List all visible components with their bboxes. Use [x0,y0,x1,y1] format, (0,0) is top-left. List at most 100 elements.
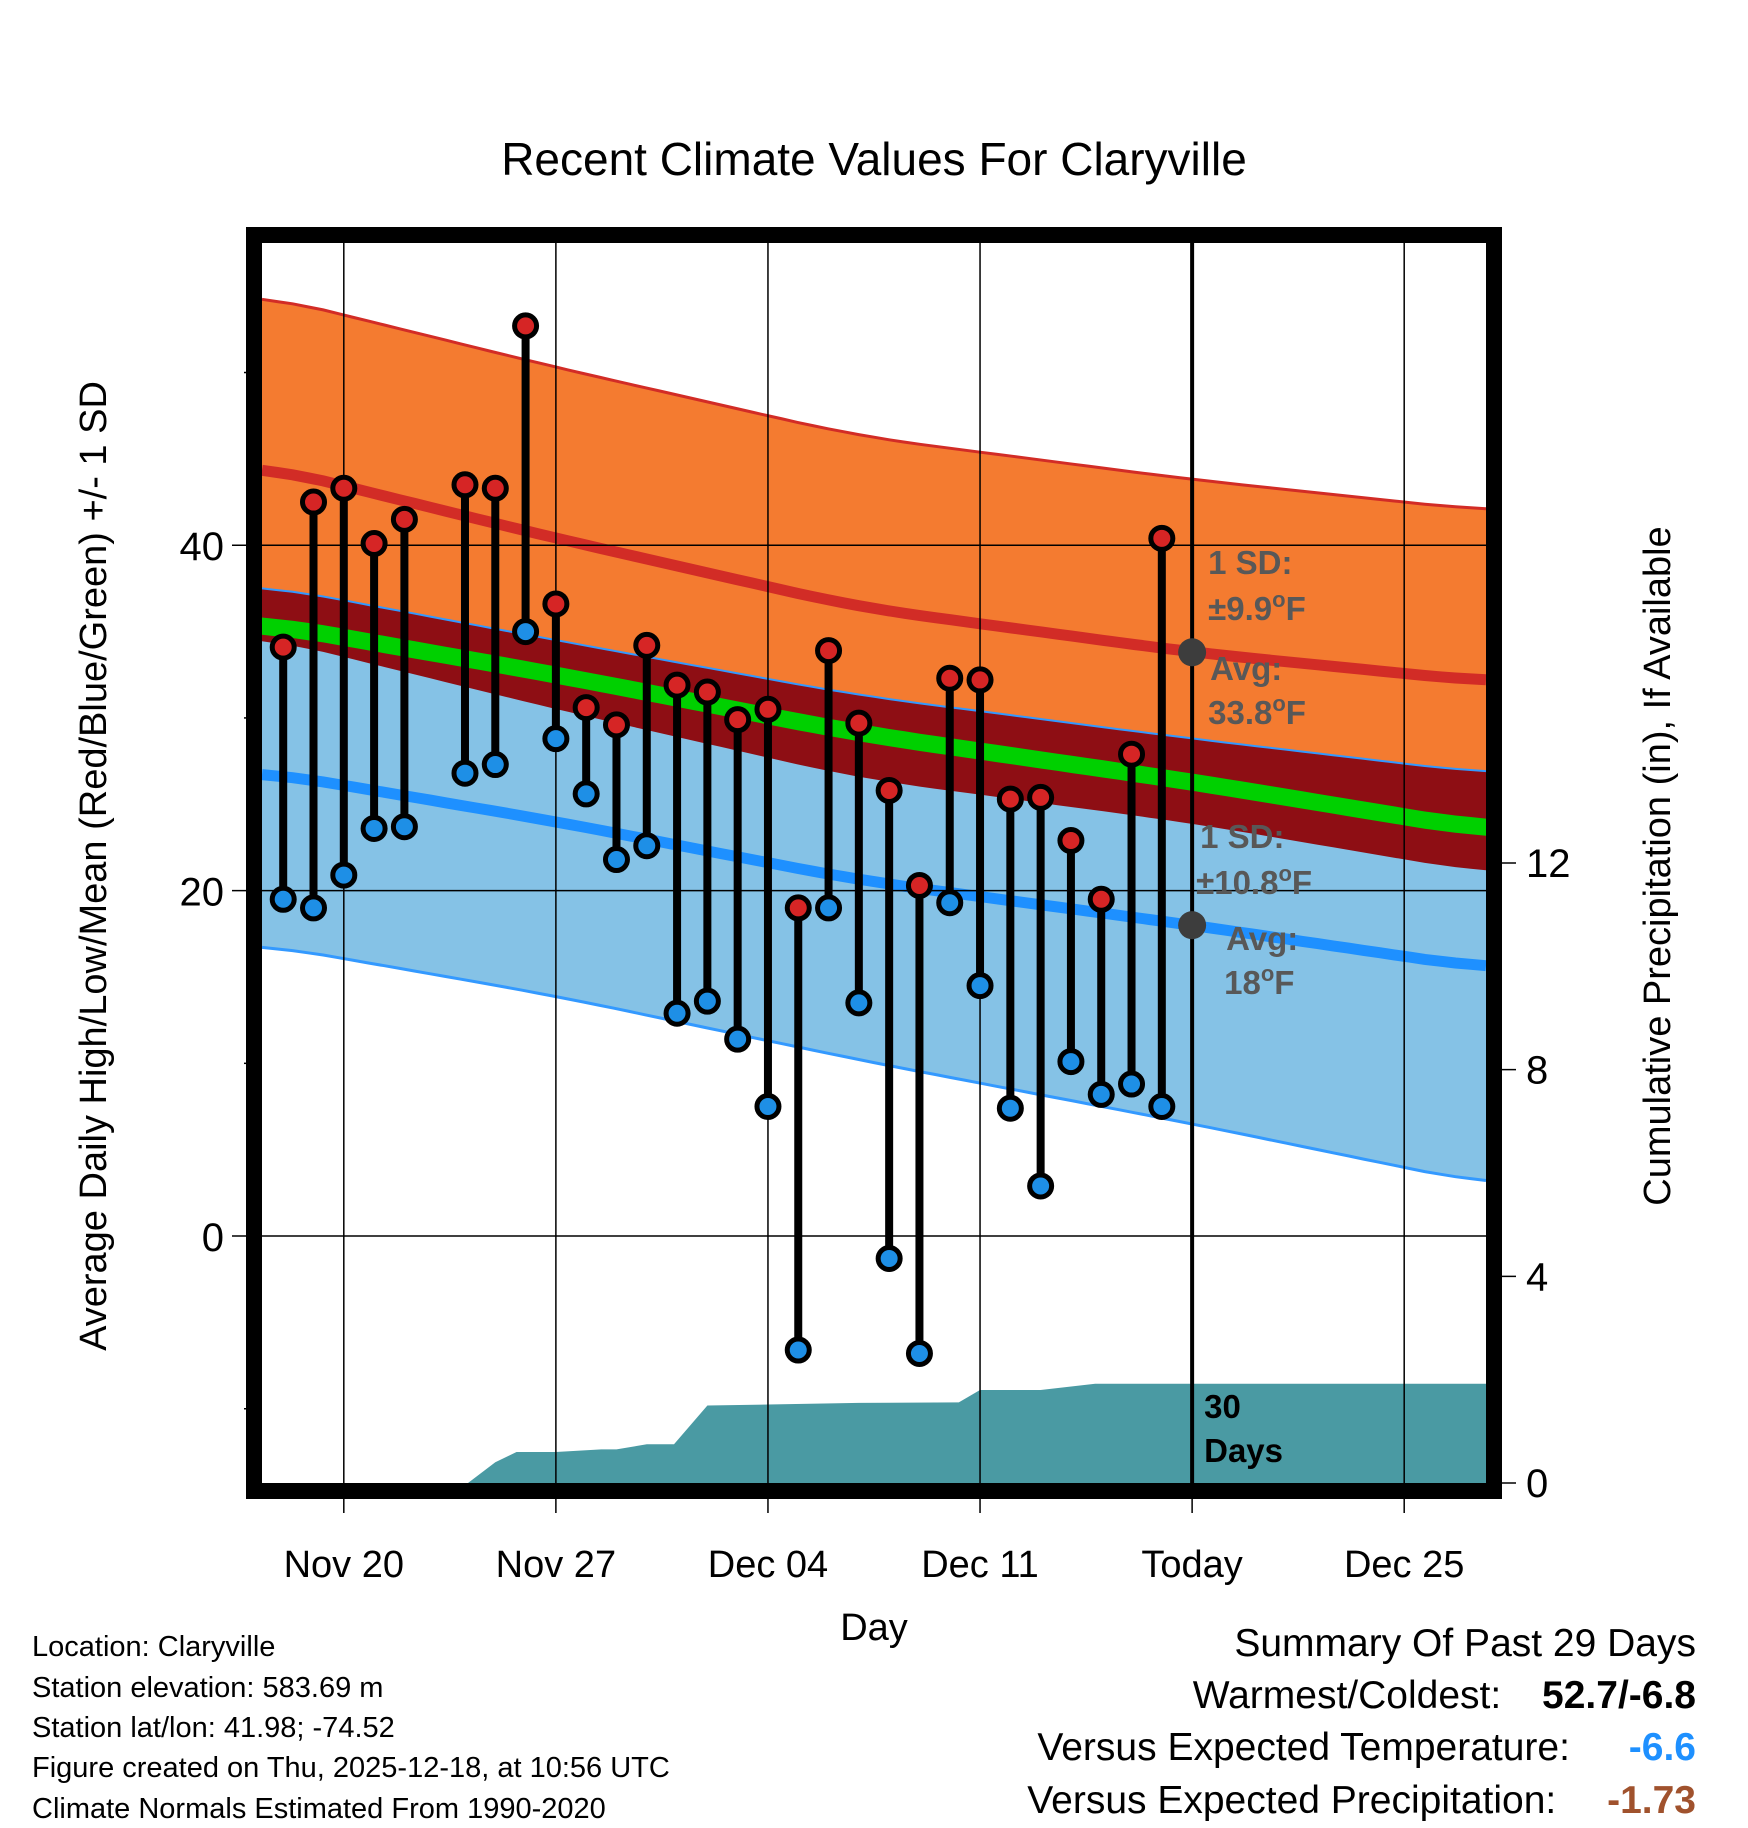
summary-temp-row: Versus Expected Temperature: -6.6 [1037,1726,1696,1770]
low-sd-value: ±10.8oF [1196,861,1312,901]
low-avg-label: Avg: [1226,920,1298,957]
created-text: Figure created on Thu, 2025-12-18, at 10… [32,1752,670,1784]
today-high-marker [1178,638,1207,667]
low-point [451,759,479,787]
low-point [966,972,994,1000]
low-point [300,894,328,922]
y-axis-label-left: Average Daily High/Low/Mean (Red/Blue/Gr… [73,381,115,1351]
high-point [1148,524,1176,552]
x-tick-label: Nov 20 [284,1544,404,1586]
high-point [602,711,630,739]
low-point [269,885,297,913]
high-sd-band [262,299,1486,871]
warmest-label: Warmest/Coldest: [1192,1674,1502,1717]
low-point [572,780,600,808]
high-avg-label: Avg: [1210,650,1282,687]
y-tick-label-right: 12 [1526,842,1571,886]
low-point [663,999,691,1027]
low-point [754,1093,782,1121]
low-point [360,814,388,842]
low-point [1057,1048,1085,1076]
normals-text: Climate Normals Estimated From 1990-2020 [32,1793,606,1825]
summary-warmest-row: Warmest/Coldest: 52.7/-6.8 [1193,1674,1696,1718]
high-point [966,666,994,694]
precip-area [262,1383,1486,1483]
low-point [542,725,570,753]
y-tick-label-right: 8 [1526,1049,1548,1093]
low-point [633,832,661,860]
low-normal-line [261,769,1487,972]
high-point [936,664,964,692]
low-point [1087,1080,1115,1108]
low-point [330,861,358,889]
high-point [542,590,570,618]
high-point [633,631,661,659]
high-point [693,678,721,706]
high-point [451,471,479,499]
today-low-marker [1178,911,1207,940]
high-point [845,709,873,737]
high-point [300,488,328,516]
high-point [996,785,1024,813]
high-point [481,474,509,502]
precip-value: -1.73 [1607,1779,1696,1822]
high-point [1027,783,1055,811]
high-upper-edge [261,297,1487,511]
y-axis-label-right: Cumulative Precipitation (in), If Availa… [1637,526,1679,1205]
low-avg-value: 18oF [1224,961,1294,1001]
low-point [1148,1093,1176,1121]
low-lower-edge [261,945,1487,1182]
low-point [815,894,843,922]
x-tick-label: Today [1141,1544,1242,1586]
low-sd-label: 1 SD: [1200,818,1284,855]
y-tick-label-right: 0 [1526,1462,1548,1506]
days-label: Days [1204,1432,1283,1469]
high-point [512,312,540,340]
high-point [269,633,297,661]
x-tick-label: Dec 11 [921,1544,1039,1586]
high-point [1118,740,1146,768]
low-point [784,1336,812,1364]
y-tick-label-right: 4 [1526,1255,1548,1299]
high-point [572,694,600,722]
low-point [693,987,721,1015]
low-point [875,1244,903,1272]
days-count: 30 [1204,1388,1241,1425]
high-point [360,530,388,558]
high-point [330,474,358,502]
location-text: Location: Claryville [32,1631,276,1663]
low-point [845,989,873,1017]
y-tick-label-left: 0 [202,1216,224,1260]
mean-band [262,617,1486,836]
low-point [481,751,509,779]
low-point [1118,1070,1146,1098]
summary-precip-row: Versus Expected Precipitation: -1.73 [1027,1779,1696,1823]
high-point [754,695,782,723]
high-sd-label: 1 SD: [1208,544,1292,581]
low-point [996,1094,1024,1122]
summary-title: Summary Of Past 29 Days [1234,1622,1696,1665]
high-point [815,637,843,665]
elevation-text: Station elevation: 583.69 m [32,1672,384,1704]
high-point [1087,885,1115,913]
high-avg-value: 33.8oF [1208,691,1306,731]
high-point [724,706,752,734]
y-tick-label-left: 40 [180,525,225,569]
low-point [390,813,418,841]
y-tick-label-left: 20 [180,871,225,915]
precip-label: Versus Expected Precipitation: [1027,1779,1557,1822]
high-point [784,894,812,922]
low-point [936,889,964,917]
high-point [1057,827,1085,855]
x-axis-label: Day [840,1607,908,1649]
high-point [905,871,933,899]
high-point [390,505,418,533]
x-tick-label: Nov 27 [496,1544,616,1586]
high-sd-value: ±9.9oF [1208,587,1306,627]
latlon-text: Station lat/lon: 41.98; -74.52 [32,1712,395,1744]
low-point [512,618,540,646]
low-point [1027,1172,1055,1200]
temp-label: Versus Expected Temperature: [1037,1726,1570,1769]
low-point [724,1025,752,1053]
